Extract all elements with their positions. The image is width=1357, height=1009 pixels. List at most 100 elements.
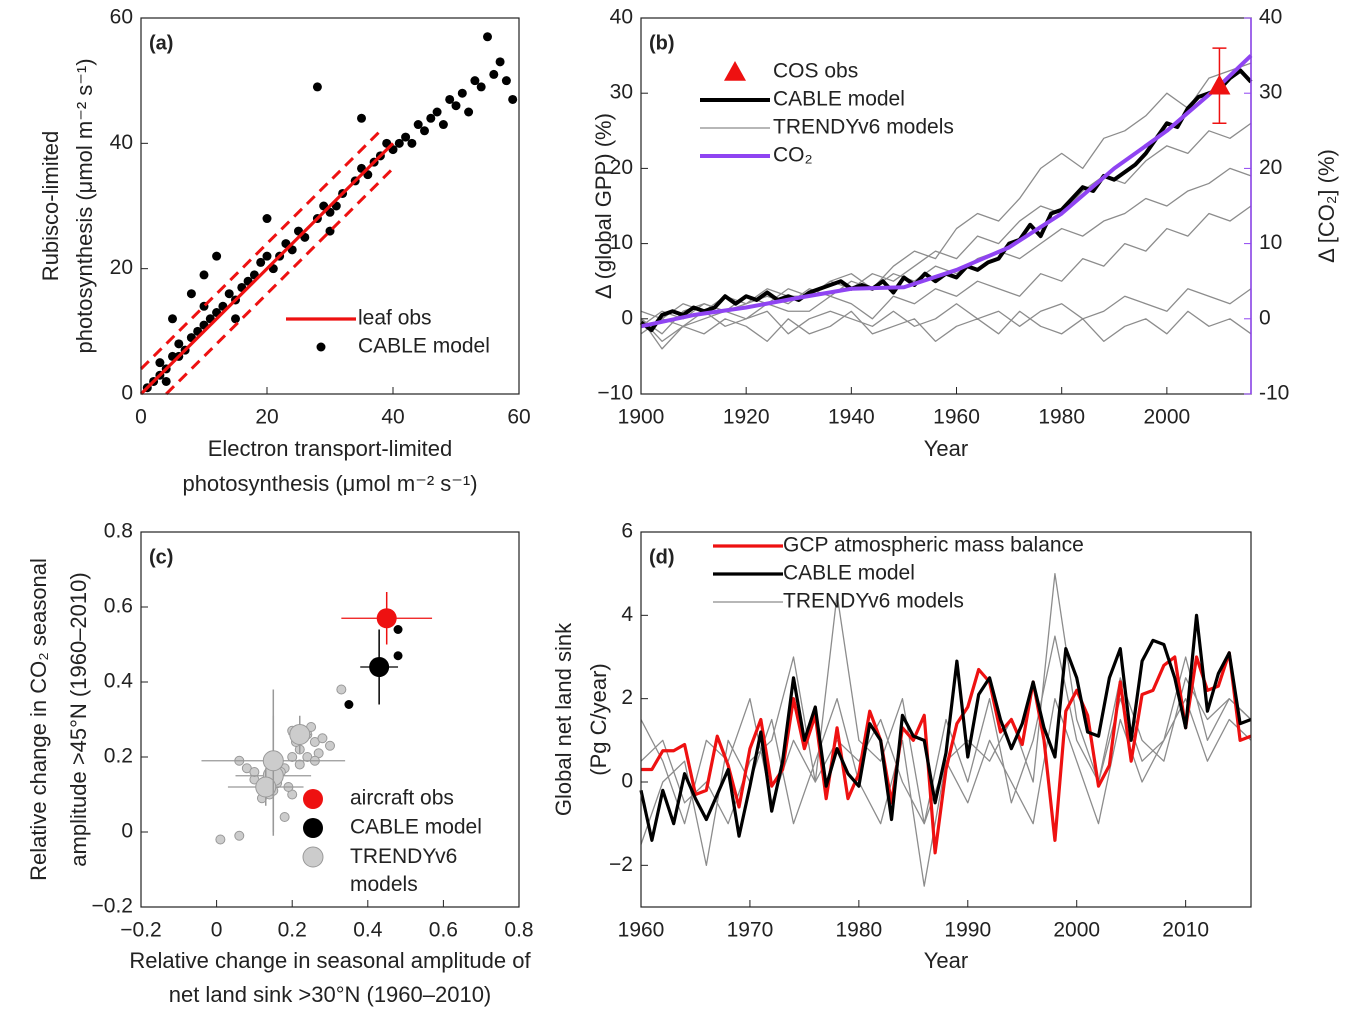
- axes-frame: [640, 531, 1252, 908]
- dot-marker: [317, 733, 328, 744]
- dot-marker: [445, 94, 455, 104]
- x-tick-label: 2000: [1053, 919, 1100, 942]
- dot-marker: [312, 82, 322, 92]
- legend-label: TRENDYv6 models: [350, 845, 463, 896]
- dot-marker: [224, 289, 234, 299]
- y-tick-label: 10: [610, 231, 633, 254]
- dot-marker: [376, 608, 397, 629]
- x-tick-label: 1920: [723, 406, 770, 429]
- legend-label: COS obs: [773, 60, 858, 83]
- y-tick-label: 40: [610, 6, 633, 29]
- dot-marker: [302, 846, 324, 868]
- axes-frame: [140, 531, 520, 908]
- x-tick-label: 0: [211, 919, 223, 942]
- dot-marker: [394, 138, 404, 148]
- dot-marker: [262, 251, 272, 261]
- dot-marker: [501, 76, 511, 86]
- y-axis-label: Rubisco-limited: [38, 131, 63, 281]
- dot-marker: [369, 657, 390, 677]
- dot-marker: [262, 214, 272, 224]
- legend-label: CABLE model: [358, 335, 490, 358]
- dot-marker: [401, 132, 411, 142]
- x-axis-label: Year: [924, 948, 968, 973]
- x-tick-label: 1940: [828, 406, 875, 429]
- legend-label: leaf obs: [358, 307, 432, 330]
- y-tick-label: 40: [110, 131, 133, 154]
- x-axis-label: Electron transport-limited: [208, 436, 453, 461]
- dot-marker: [231, 314, 240, 324]
- y-tick-label: 0.2: [104, 745, 133, 768]
- plot-area: [141, 532, 519, 907]
- dot-marker: [426, 113, 436, 123]
- y-tick-label: 30: [610, 81, 633, 104]
- dot-marker: [495, 57, 505, 67]
- y2-tick-label: 30: [1259, 81, 1282, 104]
- dot-marker: [234, 830, 245, 841]
- legend-label: CABLE model: [783, 562, 915, 585]
- y-tick-label: 0.4: [104, 670, 134, 693]
- dot-marker: [303, 818, 323, 838]
- x-tick-label: 60: [507, 406, 530, 429]
- x-tick-label: 1900: [618, 406, 665, 429]
- x-tick-label: 2000: [1144, 406, 1191, 429]
- dot-marker: [489, 69, 499, 79]
- data-line: [640, 54, 1253, 329]
- x-tick-label: 0.2: [278, 919, 307, 942]
- data-line: [640, 593, 1252, 825]
- x-axis-label: net land sink >30°N (1960–2010): [169, 982, 492, 1007]
- dot-marker: [255, 776, 277, 798]
- y-tick-label: 0: [621, 770, 633, 793]
- dot-marker: [168, 314, 177, 324]
- data-line: [640, 205, 1252, 343]
- legend-label: CABLE model: [773, 88, 905, 111]
- y-axis-label: amplitude >45°N (1960–2010): [66, 572, 91, 866]
- dot-marker: [451, 101, 461, 111]
- y-tick-label: 0.6: [104, 595, 133, 618]
- dot-marker: [470, 76, 480, 86]
- dot-marker: [420, 126, 429, 136]
- dot-marker: [294, 759, 305, 770]
- data-line: [139, 129, 382, 370]
- dot-marker: [249, 767, 260, 777]
- panel-label: (a): [149, 32, 173, 54]
- dot-marker: [316, 342, 326, 352]
- y-tick-label: 6: [621, 520, 633, 543]
- y-tick-label: 2: [621, 686, 633, 709]
- legend-label: aircraft obs: [350, 787, 454, 810]
- x-tick-label: 0.8: [504, 919, 533, 942]
- y-axis-label: Relative change in CO₂ seasonal: [26, 558, 51, 881]
- dot-marker: [432, 107, 442, 117]
- x-tick-label: 1990: [944, 919, 991, 942]
- dot-marker: [407, 138, 417, 148]
- y-axis-label: Global net land sink: [551, 622, 576, 816]
- y-tick-label: −0.2: [92, 895, 133, 918]
- dot-marker: [357, 113, 366, 123]
- x-tick-label: 0: [135, 406, 147, 429]
- x-tick-label: 40: [381, 406, 404, 429]
- data-line: [639, 613, 1252, 842]
- triangle-marker: [1208, 74, 1231, 95]
- y-tick-label: 0.8: [104, 520, 133, 543]
- x-axis-label: Year: [924, 436, 968, 461]
- x-axis-label: Relative change in seasonal amplitude of: [129, 948, 531, 973]
- dot-marker: [413, 120, 423, 130]
- dot-marker: [215, 834, 226, 845]
- y-tick-label: 0: [121, 382, 133, 405]
- dot-marker: [476, 82, 486, 92]
- dot-marker: [344, 700, 354, 709]
- x-axis-label: photosynthesis (μmol m⁻² s⁻¹): [182, 471, 477, 496]
- x-tick-label: 1980: [1038, 406, 1085, 429]
- dot-marker: [289, 724, 311, 745]
- dot-marker: [155, 358, 165, 368]
- x-tick-label: 20: [255, 406, 278, 429]
- dot-marker: [303, 789, 323, 809]
- y-tick-label: 20: [610, 156, 633, 179]
- legend-label: GCP atmospheric mass balance: [783, 534, 1084, 557]
- y-tick-label: 4: [621, 603, 633, 626]
- triangle-marker: [724, 61, 746, 81]
- y2-tick-label: -10: [1259, 382, 1289, 405]
- axes-frame: [140, 17, 520, 395]
- y-tick-label: 20: [110, 256, 133, 279]
- dot-marker: [457, 88, 467, 98]
